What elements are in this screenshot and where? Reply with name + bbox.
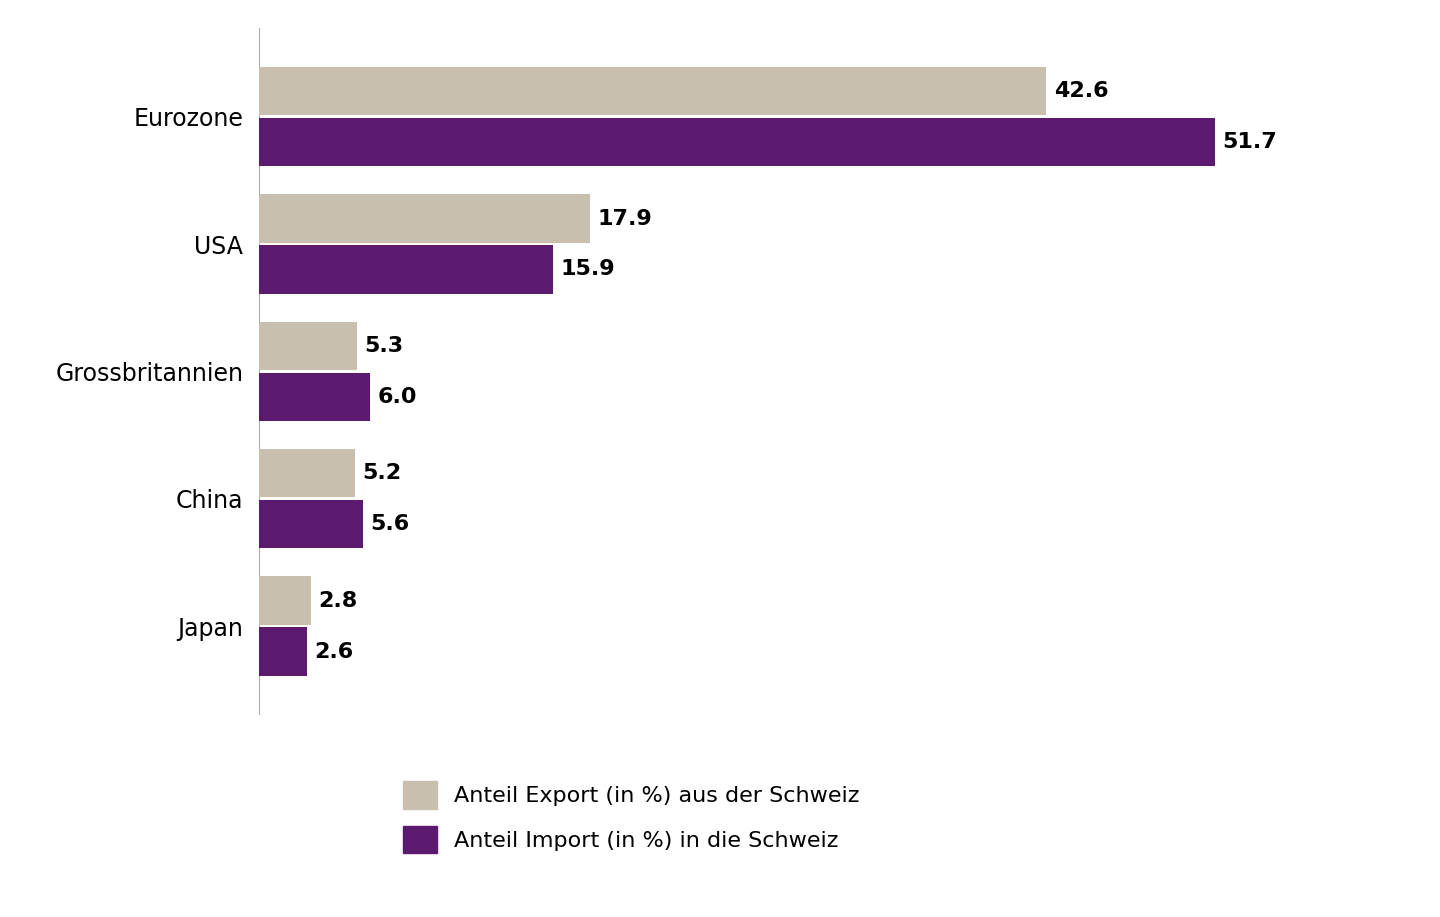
Bar	[259, 577, 311, 624]
Text: 5.2: 5.2	[363, 463, 402, 483]
Text: 5.3: 5.3	[364, 336, 403, 356]
Text: 51.7: 51.7	[1223, 132, 1277, 152]
Text: 42.6: 42.6	[1054, 82, 1109, 101]
Bar	[259, 500, 363, 548]
Bar	[259, 118, 1214, 166]
Text: 15.9: 15.9	[560, 260, 615, 280]
Text: 6.0: 6.0	[377, 387, 418, 407]
Bar	[259, 322, 357, 370]
Bar	[259, 372, 370, 421]
Bar	[259, 67, 1047, 116]
Text: 17.9: 17.9	[598, 208, 652, 228]
Bar	[259, 449, 356, 498]
Text: 5.6: 5.6	[370, 514, 409, 535]
Text: 2.6: 2.6	[314, 642, 354, 661]
Bar	[259, 627, 307, 676]
Bar	[259, 194, 590, 243]
Legend: Anteil Export (in %) aus der Schweiz, Anteil Import (in %) in die Schweiz: Anteil Export (in %) aus der Schweiz, An…	[403, 781, 860, 854]
Text: 2.8: 2.8	[318, 591, 357, 611]
Bar	[259, 245, 553, 293]
